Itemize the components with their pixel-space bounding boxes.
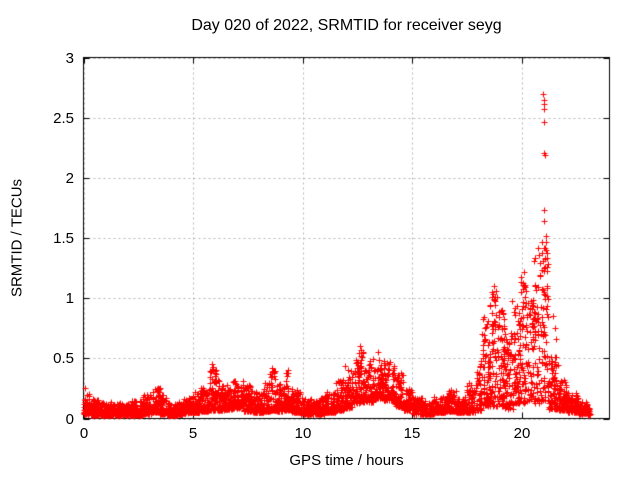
y-tick-label: 1.5 <box>53 230 74 247</box>
chart-title: Day 020 of 2022, SRMTID for receiver sey… <box>191 17 502 34</box>
x-tick-label: 20 <box>513 425 531 442</box>
x-tick-label: 0 <box>79 425 89 442</box>
x-tick-label: 5 <box>188 425 198 442</box>
x-axis-label: GPS time / hours <box>289 452 404 469</box>
y-tick-label: 1 <box>65 290 74 307</box>
x-tick-label: 10 <box>294 425 312 442</box>
y-tick-label: 3 <box>65 50 74 67</box>
y-tick-label: 2 <box>65 170 74 187</box>
y-tick-label: 0 <box>65 411 74 428</box>
y-tick-label: 2.5 <box>53 110 74 127</box>
y-tick-label: 0.5 <box>53 350 74 367</box>
x-tick-label: 15 <box>403 425 421 442</box>
